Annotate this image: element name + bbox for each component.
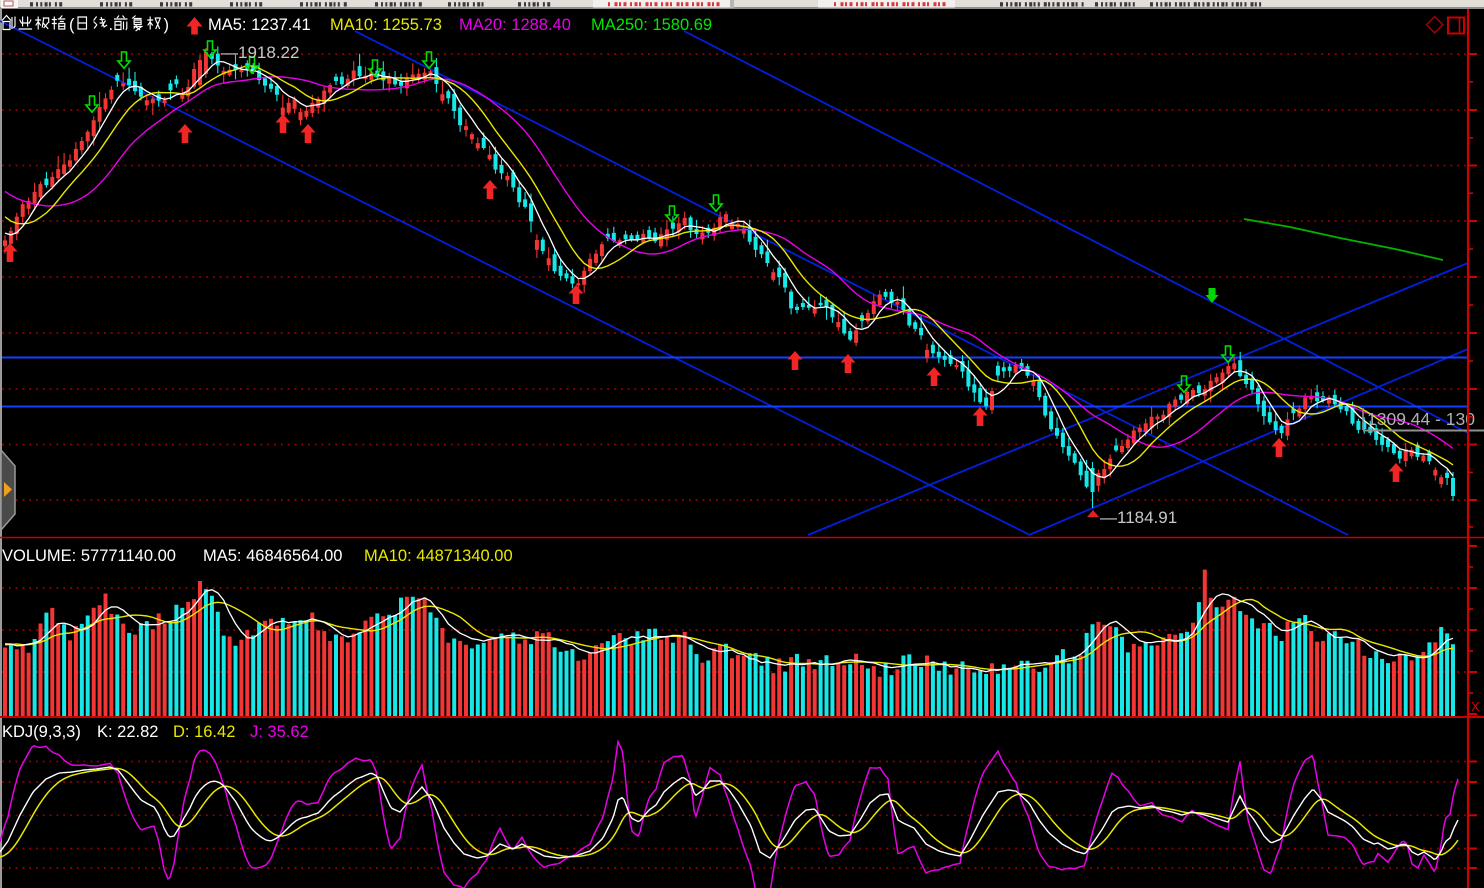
svg-text:D: 16.42: D: 16.42 — [173, 723, 235, 741]
svg-text:MA10: 1255.73: MA10: 1255.73 — [330, 16, 442, 34]
svg-text:MA5: 1237.41: MA5: 1237.41 — [208, 16, 311, 34]
svg-text:MA10: 44871340.00: MA10: 44871340.00 — [364, 547, 513, 565]
svg-text:): ) — [164, 16, 170, 34]
svg-text:J: 35.62: J: 35.62 — [250, 723, 309, 741]
svg-text:X: X — [1471, 699, 1480, 714]
svg-text:—1184.91: —1184.91 — [1100, 508, 1177, 527]
svg-text:VOLUME: 57771140.00: VOLUME: 57771140.00 — [2, 547, 176, 565]
svg-text:(: ( — [69, 16, 75, 34]
svg-text:MA250: 1580.69: MA250: 1580.69 — [591, 16, 712, 34]
svg-text:K: 22.82: K: 22.82 — [97, 723, 158, 741]
svg-text:MA20: 1288.40: MA20: 1288.40 — [459, 16, 571, 34]
svg-text:1309.44 - 130: 1309.44 - 130 — [1367, 409, 1475, 429]
svg-text:—1918.22: —1918.22 — [221, 43, 299, 62]
svg-text:MA5: 46846564.00: MA5: 46846564.00 — [203, 547, 342, 565]
svg-text:.: . — [109, 16, 114, 34]
svg-text:KDJ(9,3,3): KDJ(9,3,3) — [2, 723, 81, 741]
